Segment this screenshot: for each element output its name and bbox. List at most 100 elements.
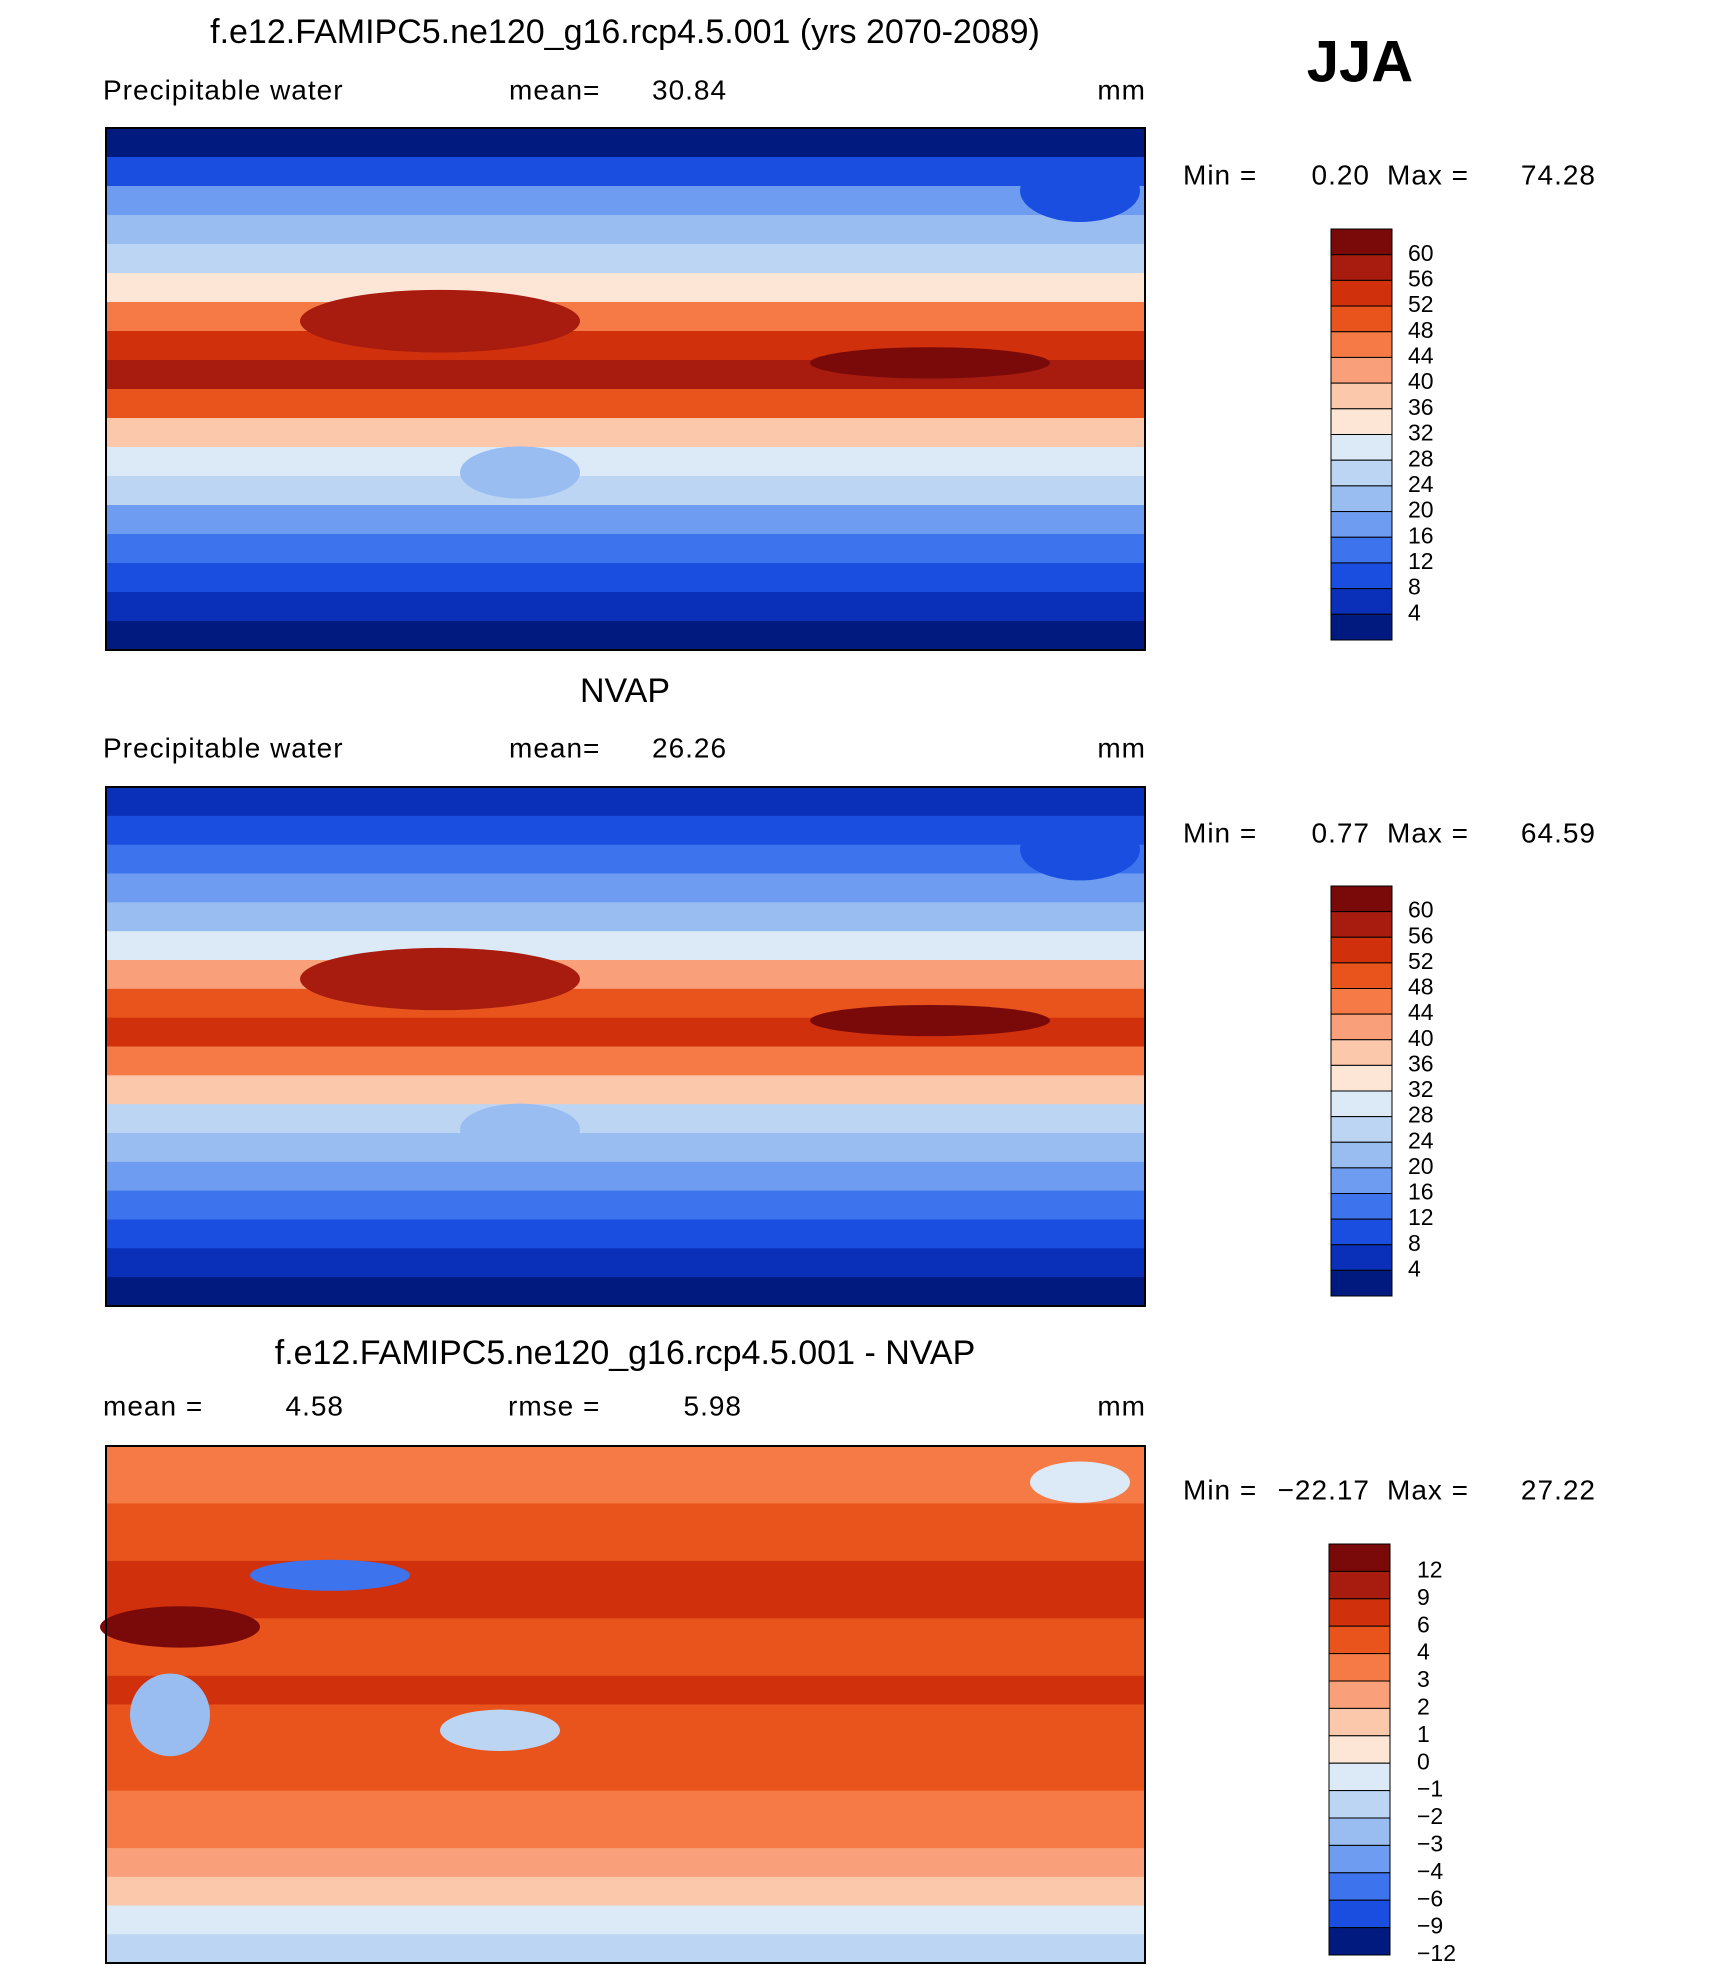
colorbar-label: 36	[1408, 394, 1434, 420]
colorbar-label: 6	[1417, 1611, 1430, 1637]
map-frame	[105, 786, 1146, 1307]
colorbar-box	[1328, 1844, 1391, 1874]
colorbar-label: 2	[1417, 1693, 1430, 1719]
map-band	[106, 157, 1145, 187]
colorbar-label: −6	[1417, 1885, 1443, 1911]
colorbar-label: 9	[1417, 1584, 1430, 1610]
colorbar-box	[1330, 1090, 1393, 1118]
map-feature	[130, 1673, 210, 1757]
colorbar-box	[1330, 254, 1393, 281]
colorbar-label: 60	[1408, 240, 1434, 266]
map-band	[106, 1219, 1145, 1250]
map-band	[106, 128, 1145, 158]
rmse-value: 5.98	[684, 1390, 743, 1421]
map-band	[106, 534, 1145, 564]
colorbar-box	[1330, 1064, 1393, 1092]
colorbar-label: 20	[1408, 1153, 1434, 1179]
colorbar-box	[1328, 1543, 1391, 1572]
mean-label: mean =	[103, 1390, 203, 1421]
mean-value: 26.26	[652, 732, 727, 763]
map-feature	[440, 1709, 560, 1752]
colorbar-label: 40	[1408, 368, 1434, 394]
max-value: 27.22	[1521, 1474, 1596, 1505]
colorbar-box	[1330, 588, 1393, 615]
map-band	[106, 1190, 1145, 1221]
max-value: 64.59	[1521, 817, 1596, 848]
colorbar-box	[1330, 1167, 1393, 1194]
map-band	[106, 1618, 1145, 1649]
colorbar-box	[1330, 1244, 1393, 1271]
colorbar-box	[1330, 1218, 1393, 1246]
colorbar-label: −12	[1417, 1940, 1456, 1966]
colorbar-label: 60	[1408, 897, 1434, 923]
colorbar-box	[1330, 459, 1393, 487]
min-label: Min =	[1183, 817, 1257, 848]
colorbar-label: 44	[1408, 999, 1434, 1025]
panel-title: f.e12.FAMIPC5.ne120_g16.rcp4.5.001 - NVA…	[275, 1334, 976, 1372]
colorbar-box	[1330, 356, 1393, 384]
colorbar-box	[1328, 1598, 1391, 1627]
map-band	[106, 931, 1145, 961]
rmse-label: rmse =	[508, 1390, 600, 1421]
mean-label: mean=	[509, 732, 600, 763]
map-frame	[105, 1445, 1146, 1964]
colorbar-label: −1	[1417, 1776, 1443, 1802]
map-band	[106, 1848, 1145, 1878]
colorbar-label: 4	[1408, 599, 1421, 625]
colorbar-box	[1328, 1790, 1391, 1819]
colorbar-label: 12	[1408, 1204, 1434, 1230]
map-band	[106, 1075, 1145, 1106]
colorbar-box	[1330, 331, 1393, 358]
colorbar-label: −3	[1417, 1830, 1443, 1856]
units: mm	[1097, 74, 1146, 105]
colorbar-box	[1328, 1872, 1391, 1901]
colorbar-box	[1330, 613, 1393, 641]
map-band	[106, 1248, 1145, 1279]
colorbar-label: 28	[1408, 445, 1434, 471]
max-value: 74.28	[1521, 159, 1596, 190]
colorbar-label: 36	[1408, 1050, 1434, 1076]
colorbar-box	[1328, 1735, 1391, 1764]
map-band	[106, 1704, 1145, 1735]
colorbar-label: 12	[1408, 548, 1434, 574]
colorbar-label: 32	[1408, 1076, 1434, 1102]
season-label: JJA	[1307, 29, 1413, 94]
colorbar-box	[1330, 228, 1393, 256]
map-band	[106, 902, 1145, 933]
mean-value: 4.58	[286, 1390, 345, 1421]
map-band	[106, 787, 1145, 817]
map-band	[106, 844, 1145, 875]
map-band	[106, 1104, 1145, 1134]
colorbar-label: 0	[1417, 1748, 1430, 1774]
map-feature	[300, 289, 580, 353]
variable-name: Precipitable water	[103, 74, 344, 105]
colorbar-label: −9	[1417, 1913, 1443, 1939]
colorbar-label: 3	[1417, 1666, 1430, 1692]
mean-value: 30.84	[652, 74, 727, 105]
map-feature	[1020, 159, 1140, 222]
colorbar-box	[1328, 1625, 1391, 1655]
map-band	[106, 1046, 1145, 1077]
colorbar-label: −2	[1417, 1803, 1443, 1829]
map-band	[106, 215, 1145, 245]
colorbar-box	[1330, 962, 1393, 989]
colorbar-box	[1330, 936, 1393, 964]
variable-name: Precipitable water	[103, 732, 344, 763]
colorbar-label: 56	[1408, 922, 1434, 948]
colorbar-box	[1330, 279, 1393, 307]
colorbar-label: 20	[1408, 497, 1434, 523]
colorbar-label: 16	[1408, 522, 1434, 548]
map-feature	[1020, 818, 1140, 881]
colorbar-box	[1328, 1762, 1391, 1792]
min-value: −22.17	[1278, 1474, 1370, 1505]
map-band	[106, 1474, 1145, 1505]
colorbar-label: 48	[1408, 317, 1434, 343]
panel: NVAP Precipitable water mean= 26.26 mm Min = 0…	[103, 672, 1596, 1307]
colorbar-label: 24	[1408, 1127, 1434, 1153]
map-band	[106, 1589, 1145, 1620]
map-band	[106, 563, 1145, 593]
panel-title: NVAP	[580, 672, 670, 710]
map-band	[106, 1761, 1145, 1792]
colorbar-label: 24	[1408, 471, 1434, 497]
